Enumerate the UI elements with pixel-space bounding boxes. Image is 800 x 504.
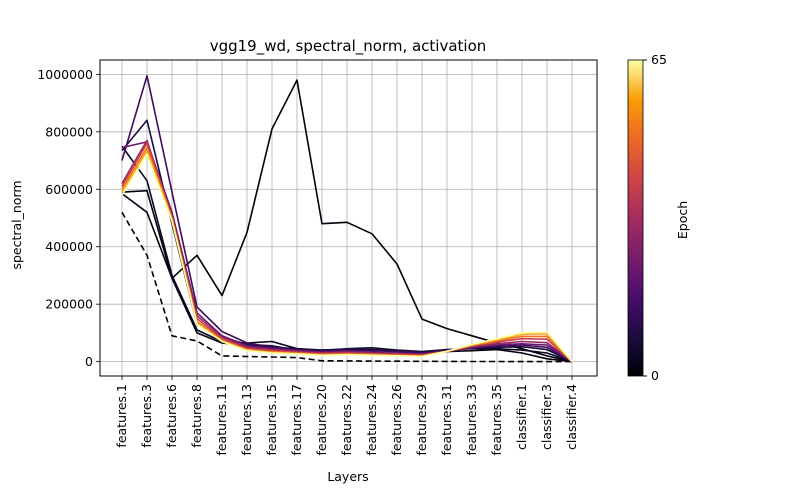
y-axis-label: spectral_norm (9, 180, 24, 269)
x-tick-label: features.17 (289, 384, 304, 456)
x-tick-label: features.26 (389, 384, 404, 456)
y-tick-label: 1000000 (37, 67, 93, 82)
x-tick-label: features.33 (464, 384, 479, 456)
colorbar (627, 59, 644, 377)
x-axis-label: Layers (327, 469, 368, 484)
x-tick-label: features.35 (489, 384, 504, 456)
x-tick-label: features.22 (339, 384, 354, 456)
x-tick-label: features.13 (239, 384, 254, 456)
x-tick-label: features.11 (214, 384, 229, 456)
x-tick-label: features.1 (114, 384, 129, 448)
colorbar-max-label: 65 (651, 52, 667, 67)
series-line-epoch-0 (121, 211, 572, 363)
x-axis: features.1 features.3 features.6 features.8… (114, 376, 579, 456)
x-tick-label: features.29 (414, 384, 429, 456)
colorbar-min-label: 0 (651, 368, 659, 383)
colorbar-label: Epoch (675, 201, 690, 239)
plot-frame (99, 59, 598, 377)
grid (100, 60, 597, 376)
y-tick-label: 400000 (45, 239, 93, 254)
series-lines (121, 75, 573, 363)
x-tick-label: classifier.1 (514, 384, 529, 450)
x-tick-label: features.24 (364, 384, 379, 456)
chart-title: vgg19_wd, spectral_norm, activation (210, 37, 487, 56)
y-tick-label: 600000 (45, 182, 93, 197)
y-tick-label: 800000 (45, 124, 93, 139)
x-tick-label: features.8 (189, 384, 204, 448)
x-tick-label: features.15 (264, 384, 279, 456)
x-tick-label: classifier.3 (539, 384, 554, 450)
y-tick-label: 200000 (45, 297, 93, 312)
x-tick-label: features.3 (139, 384, 154, 448)
y-tick-label: 0 (85, 354, 93, 369)
x-tick-label: classifier.4 (564, 384, 579, 450)
y-axis: 0 200000 400000 600000 800000 1000000 (37, 67, 100, 369)
x-tick-label: features.20 (314, 384, 329, 456)
x-tick-label: features.31 (439, 384, 454, 456)
x-tick-label: features.6 (164, 384, 179, 448)
series-line-epoch-65 (121, 154, 573, 363)
